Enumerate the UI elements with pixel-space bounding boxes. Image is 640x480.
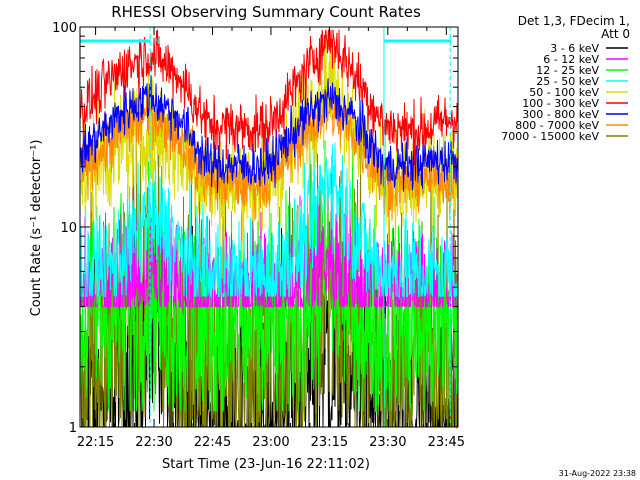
- legend-header-line-2: Att 0: [601, 27, 630, 41]
- legend-header-line-1: Det 1,3, FDecim 1,: [518, 14, 630, 28]
- y-tick-label: 1: [69, 421, 77, 436]
- axes-group: [79, 26, 459, 428]
- series-line: [79, 84, 459, 221]
- x-tick-label: 22:45: [194, 435, 231, 450]
- legend-entry-label: 7000 - 15000 keV: [501, 130, 599, 143]
- legend-entry-label: 12 - 25 keV: [536, 64, 599, 77]
- series-6-12-kev: [79, 173, 459, 309]
- legend-entry-label: 3 - 6 keV: [550, 42, 599, 55]
- series-line: [79, 173, 459, 309]
- legend-entry-label: 25 - 50 keV: [536, 75, 599, 88]
- series-line: [79, 75, 459, 194]
- y-tick-label: 100: [52, 21, 77, 36]
- legend-entry-label: 800 - 7000 keV: [515, 119, 599, 132]
- legend-entry-label: 6 - 12 keV: [543, 53, 599, 66]
- legend-entry-label: 100 - 300 keV: [522, 97, 599, 110]
- chart-title: RHESSI Observing Summary Count Rates: [111, 3, 421, 21]
- series-300-800-kev: [79, 75, 459, 194]
- x-axis-label: Start Time (23-Jun-16 22:11:02): [162, 457, 370, 472]
- x-tick-label: 23:45: [428, 435, 465, 450]
- y-tick-labels: 1 10 100: [52, 21, 77, 436]
- legend-entry-label: 300 - 800 keV: [522, 108, 599, 121]
- y-axis-label: Count Rate (s⁻¹ detector⁻¹): [29, 140, 44, 317]
- x-tick-label: 23:15: [311, 435, 348, 450]
- x-tick-label: 22:30: [135, 435, 172, 450]
- x-tick-label: 22:15: [77, 435, 114, 450]
- series-800-7000-kev: [79, 84, 459, 221]
- series-line: [79, 29, 459, 167]
- x-tick-label: 23:00: [252, 435, 289, 450]
- x-tick-labels: 22:15 22:30 22:45 23:00 23:15 23:30 23:45: [77, 435, 465, 450]
- x-tick-label: 23:30: [369, 435, 406, 450]
- legend-entry-label: 50 - 100 keV: [529, 86, 599, 99]
- data-series-group: [79, 29, 459, 429]
- y-tick-label: 10: [60, 221, 77, 236]
- series-100-300-kev: [79, 29, 459, 167]
- night-bar-label: N: [154, 37, 160, 46]
- footer-date: 31-Aug-2022 23:38: [559, 469, 636, 478]
